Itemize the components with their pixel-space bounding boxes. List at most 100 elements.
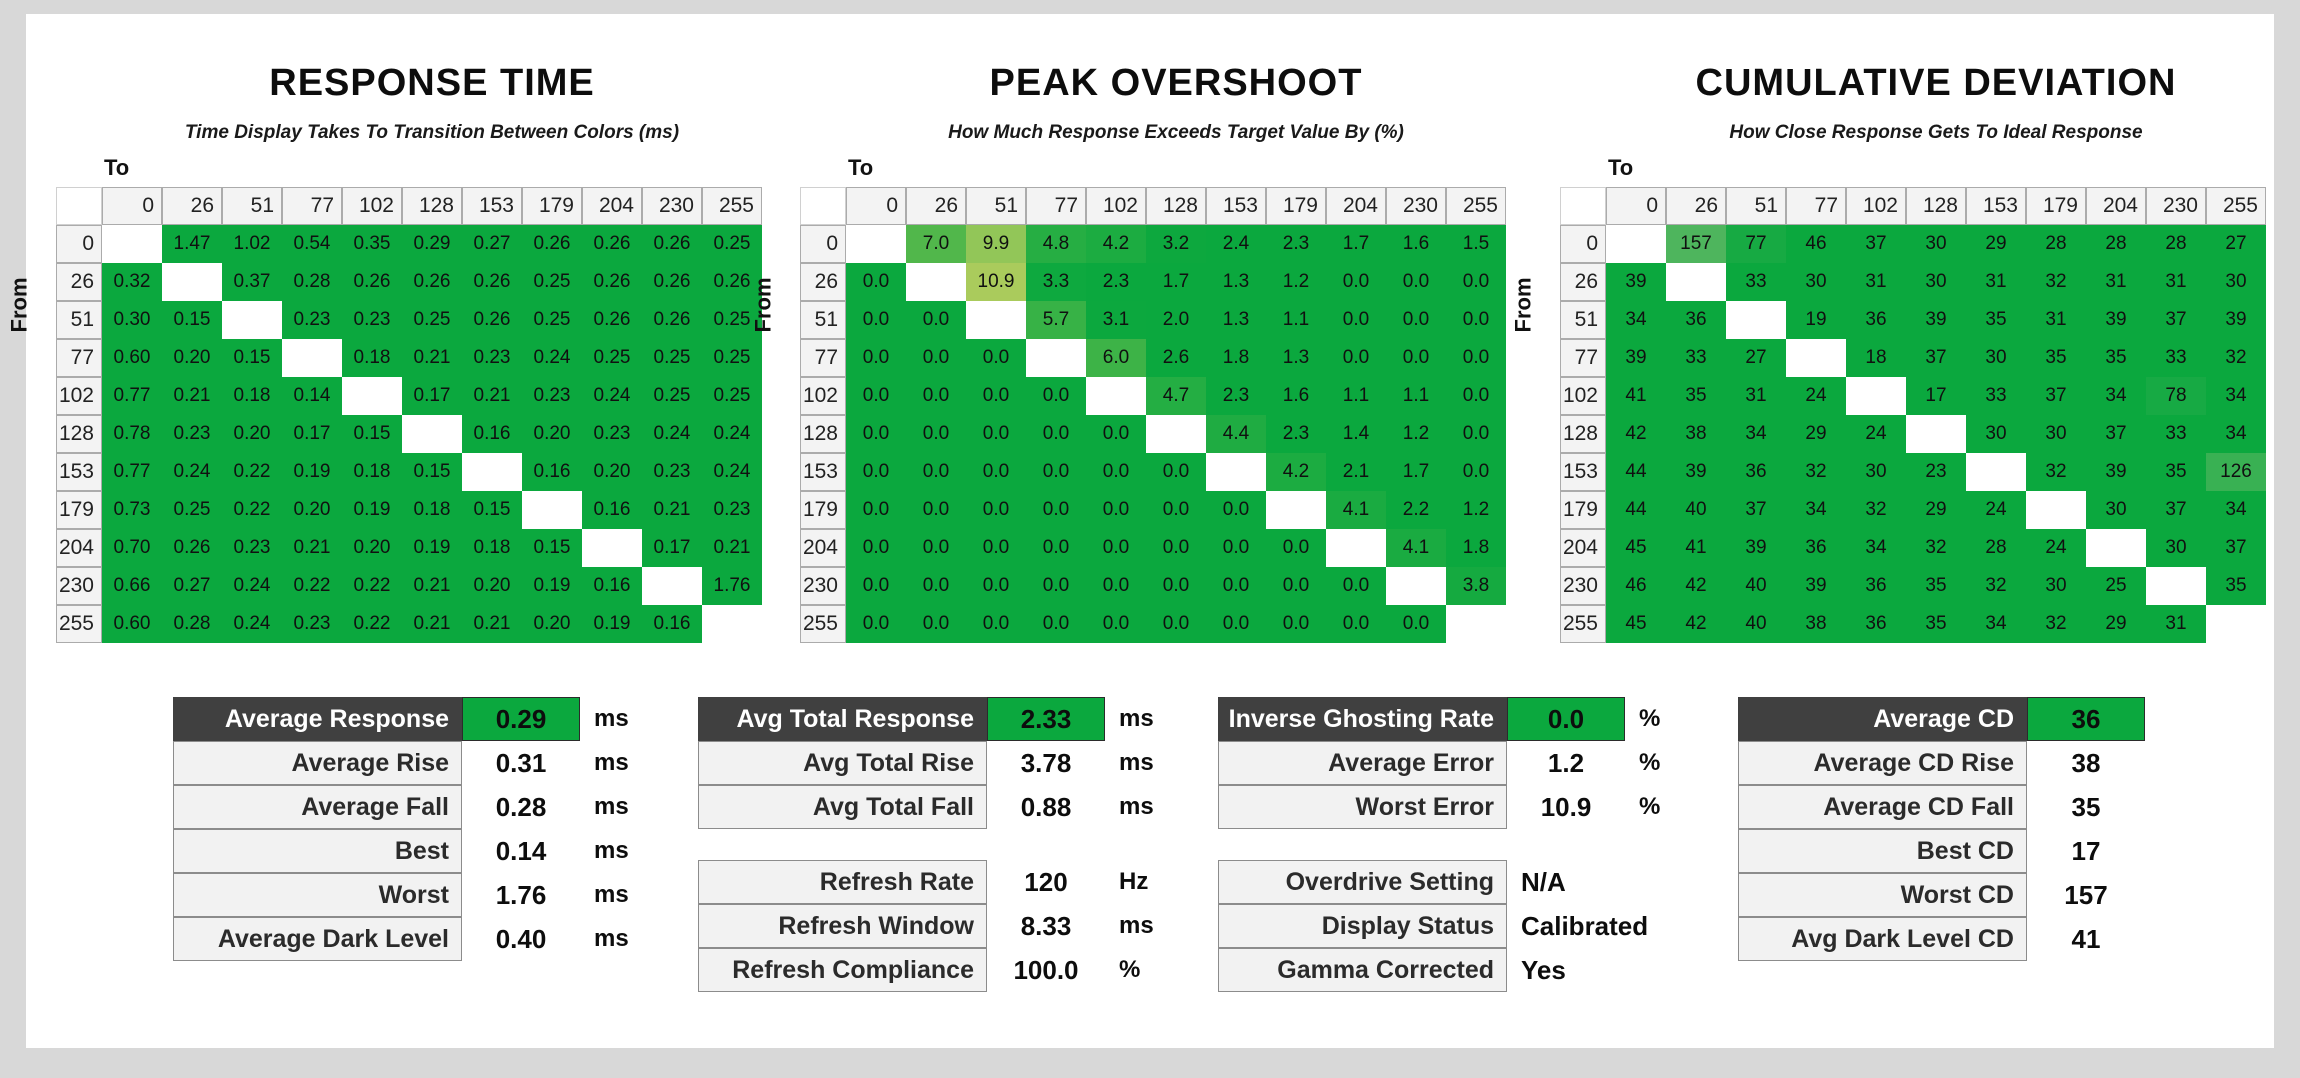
matrix-cell: 37 — [2146, 301, 2206, 339]
matrix-cell: 32 — [2026, 605, 2086, 643]
matrix-cell: 0.18 — [222, 377, 282, 415]
matrix-cell: 29 — [1906, 491, 1966, 529]
matrix-cell: 0.0 — [1386, 301, 1446, 339]
matrix-diagonal-cell — [1906, 415, 1966, 453]
matrix-column-header: 128 — [1146, 187, 1206, 225]
matrix-cell: 0.22 — [342, 567, 402, 605]
response-time-summary-row: Average Fall 0.28 ms — [173, 785, 629, 829]
matrix-cell: 1.7 — [1146, 263, 1206, 301]
summary-label: Average CD Fall — [1738, 785, 2027, 829]
matrix-cell: 39 — [2206, 301, 2266, 339]
matrix-cell: 0.0 — [906, 339, 966, 377]
matrix-cell: 0.23 — [642, 453, 702, 491]
matrix-cell: 36 — [1846, 605, 1906, 643]
matrix-cell: 0.23 — [282, 301, 342, 339]
matrix-cell: 24 — [2026, 529, 2086, 567]
total-response-summary-row: Avg Total Fall 0.88 ms — [698, 785, 1154, 829]
matrix-cell: 32 — [1906, 529, 1966, 567]
matrix-row-header: 179 — [1560, 491, 1606, 529]
matrix-cell: 41 — [1666, 529, 1726, 567]
matrix-row-header: 77 — [1560, 339, 1606, 377]
matrix-cell: 31 — [1726, 377, 1786, 415]
matrix-cell: 0.21 — [402, 567, 462, 605]
matrix-cell: 4.1 — [1386, 529, 1446, 567]
matrix-cell: 0.0 — [1326, 567, 1386, 605]
matrix-column-header: 204 — [582, 187, 642, 225]
matrix-cell: 10.9 — [966, 263, 1026, 301]
matrix-cell: 1.1 — [1326, 377, 1386, 415]
matrix-cell: 0.20 — [462, 567, 522, 605]
matrix-row-header: 153 — [56, 453, 102, 491]
cd-summary-row: Average CD Fall 35 — [1738, 785, 2145, 829]
summary-value: 10.9 — [1540, 791, 1592, 822]
matrix-cell: 0.54 — [282, 225, 342, 263]
summary-value: 41 — [2071, 923, 2101, 954]
matrix-cell: 0.26 — [642, 225, 702, 263]
matrix-cell: 4.7 — [1146, 377, 1206, 415]
matrix-cell: 31 — [2146, 605, 2206, 643]
matrix-cell: 0.0 — [846, 263, 906, 301]
matrix-cell: 0.16 — [462, 415, 522, 453]
matrix-row-header: 230 — [800, 567, 846, 605]
matrix-diagonal-cell — [1846, 377, 1906, 415]
matrix-cell: 2.3 — [1266, 225, 1326, 263]
summary-label: Avg Total Rise — [698, 741, 987, 785]
summary-label: Avg Dark Level CD — [1738, 917, 2027, 961]
matrix-cell: 35 — [1966, 301, 2026, 339]
matrix-cell: 0.26 — [462, 301, 522, 339]
matrix-row-header: 255 — [800, 605, 846, 643]
matrix-diagonal-cell — [1726, 301, 1786, 339]
cd-summary-row: Average CD Rise 38 — [1738, 741, 2145, 785]
summary-unit: ms — [1119, 705, 1154, 732]
matrix-cell: 126 — [2206, 453, 2266, 491]
matrix-cell: 0.0 — [1026, 491, 1086, 529]
matrix-cell: 0.20 — [162, 339, 222, 377]
matrix-cell: 0.0 — [906, 453, 966, 491]
matrix-cell: 0.19 — [282, 453, 342, 491]
matrix-row-header: 77 — [56, 339, 102, 377]
matrix-diagonal-cell — [1386, 567, 1446, 605]
matrix-cell: 0.0 — [846, 415, 906, 453]
matrix-row-header: 26 — [56, 263, 102, 301]
matrix-cell: 0.26 — [162, 529, 222, 567]
matrix-cell: 44 — [1606, 453, 1666, 491]
matrix-cell: 42 — [1666, 567, 1726, 605]
matrix-cell: 0.0 — [966, 491, 1026, 529]
matrix-cell: 30 — [1906, 263, 1966, 301]
matrix-cell: 18 — [1846, 339, 1906, 377]
matrix-cell: 34 — [1606, 301, 1666, 339]
cumulative-deviation-heatmap: 0 26 51 77 102 128 153 179 204 230 255 0 157 77 46 37 30… — [1560, 187, 2266, 643]
matrix-column-header: 0 — [846, 187, 906, 225]
matrix-cell: 0.0 — [1266, 529, 1326, 567]
matrix-cell: 0.25 — [702, 301, 762, 339]
matrix-cell: 34 — [1966, 605, 2026, 643]
matrix-cell: 0.25 — [642, 339, 702, 377]
matrix-cell: 0.23 — [342, 301, 402, 339]
matrix-diagonal-cell — [966, 301, 1026, 339]
matrix-cell: 0.17 — [282, 415, 342, 453]
matrix-cell: 0.15 — [222, 339, 282, 377]
summary-label: Worst Error — [1218, 785, 1507, 829]
matrix-cell: 0.21 — [702, 529, 762, 567]
matrix-diagonal-cell — [522, 491, 582, 529]
matrix-cell: 0.0 — [1326, 301, 1386, 339]
matrix-diagonal-cell — [1666, 263, 1726, 301]
matrix-cell: 0.26 — [462, 263, 522, 301]
matrix-diagonal-cell — [402, 415, 462, 453]
matrix-cell: 0.14 — [282, 377, 342, 415]
response-time-heatmap: 0 26 51 77 102 128 153 179 204 230 255 0 1.47 1.02 0.5… — [56, 187, 762, 643]
summary-value: 2.33 — [987, 697, 1105, 741]
matrix-row-header: 128 — [800, 415, 846, 453]
matrix-cell: 34 — [2206, 415, 2266, 453]
matrix-cell: 0.0 — [1146, 529, 1206, 567]
matrix-cell: 0.0 — [1326, 263, 1386, 301]
summary-label: Gamma Corrected — [1218, 948, 1507, 992]
summary-unit: ms — [594, 749, 629, 776]
matrix-cell: 0.24 — [222, 605, 282, 643]
matrix-row-header: 0 — [1560, 225, 1606, 263]
summary-value: 35 — [2071, 791, 2101, 822]
matrix-diagonal-cell — [2206, 605, 2266, 643]
matrix-cell: 29 — [1966, 225, 2026, 263]
matrix-cell: 4.4 — [1206, 415, 1266, 453]
matrix-cell: 24 — [1966, 491, 2026, 529]
